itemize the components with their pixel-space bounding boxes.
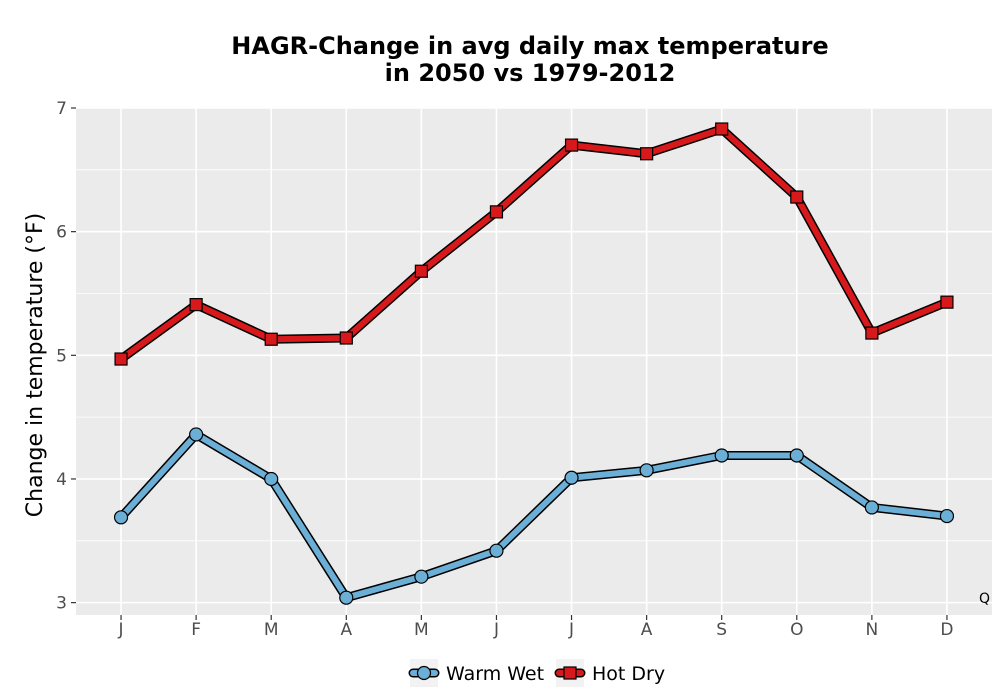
y-tick-label: 4 xyxy=(56,470,67,490)
warm-wet-point xyxy=(113,510,129,525)
x-tick-label: O xyxy=(790,620,803,640)
y-tick-label: 7 xyxy=(56,99,67,119)
warm-wet-point xyxy=(339,590,354,605)
plot-panel xyxy=(76,108,992,615)
hot-dry-point xyxy=(715,122,729,136)
hot-dry-point xyxy=(339,331,353,345)
legend-marker-warm-wet xyxy=(416,665,432,681)
y-tick-label: 5 xyxy=(56,346,67,366)
legend-label-warm-wet: Warm Wet xyxy=(446,663,544,685)
x-tick-label: A xyxy=(641,620,653,640)
warm-wet-line xyxy=(118,431,950,601)
x-tick-label: J xyxy=(568,620,574,640)
y-tick-label: 6 xyxy=(56,223,67,243)
hot-dry-point xyxy=(414,264,428,278)
legend-marker-hot-dry xyxy=(563,666,577,680)
warm-wet-point xyxy=(939,508,955,524)
corner-label: Q xyxy=(979,591,990,607)
warm-wet-point xyxy=(414,569,429,584)
hot-dry-point xyxy=(489,205,504,219)
x-tick-label: A xyxy=(340,620,352,640)
x-tick-label: F xyxy=(191,620,201,640)
hot-dry-point xyxy=(564,138,579,152)
warm-wet-point xyxy=(489,543,504,558)
x-tick-label: M xyxy=(414,620,429,640)
x-tick-label: D xyxy=(940,620,953,640)
hot-dry-point xyxy=(940,295,954,309)
legend: Warm Wet Hot Dry xyxy=(408,659,665,687)
chart-title-line-2: in 2050 vs 1979-2012 xyxy=(385,59,676,87)
hot-dry-line xyxy=(118,126,950,363)
legend-label-hot-dry: Hot Dry xyxy=(592,663,665,685)
warm-wet-point xyxy=(789,448,804,463)
hot-dry-point xyxy=(640,147,654,161)
hot-dry-point xyxy=(264,332,278,346)
chart-title-line-1: HAGR-Change in avg daily max temperature xyxy=(231,32,828,60)
warm-wet-point xyxy=(189,427,204,442)
warm-wet-point xyxy=(714,448,729,463)
hot-dry-point xyxy=(189,298,203,312)
hot-dry-point xyxy=(865,326,879,340)
warm-wet-point xyxy=(564,470,579,485)
x-tick-label: J xyxy=(118,620,124,640)
hot-dry-point xyxy=(114,352,128,366)
axes: 3 4 5 6 7 J F M A M J J A S O N D xyxy=(56,99,953,640)
warm-wet-point xyxy=(864,500,879,515)
x-tick-label: N xyxy=(866,620,879,640)
x-tick-label: J xyxy=(493,620,499,640)
y-axis-label: Change in temperature (°F) xyxy=(23,213,48,517)
panel-background xyxy=(76,108,992,615)
y-tick-label: 3 xyxy=(56,594,67,614)
warm-wet-point xyxy=(264,471,279,487)
hot-dry-point xyxy=(790,190,804,204)
x-tick-label: S xyxy=(716,620,727,640)
warm-wet-point xyxy=(639,463,654,478)
series-layer xyxy=(113,122,955,605)
x-tick-label: M xyxy=(264,620,279,640)
